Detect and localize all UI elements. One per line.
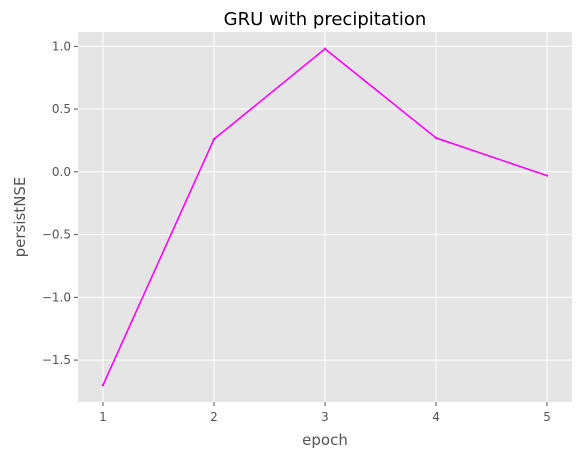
data-point xyxy=(545,174,549,177)
y-tick-label: 0.0 xyxy=(52,165,71,179)
y-tick-label: −0.5 xyxy=(42,228,71,242)
y-tick-label: −1.0 xyxy=(42,290,71,304)
data-point xyxy=(323,47,327,51)
grid xyxy=(78,32,572,402)
data-point xyxy=(212,137,216,141)
y-axis-label: persistNSE xyxy=(11,177,29,258)
x-tick-label: 2 xyxy=(210,410,218,424)
x-tick-label: 3 xyxy=(321,410,329,424)
y-tick-label: −1.5 xyxy=(42,353,71,367)
x-tick-label: 5 xyxy=(543,410,551,424)
chart-title: GRU with precipitation xyxy=(224,9,427,30)
x-tick-label: 1 xyxy=(99,410,107,424)
y-tick-label: 0.5 xyxy=(52,102,71,116)
ticks: 1 2 3 4 5 1.0 0.5 0.0 −0.5 −1.0 −1.5 xyxy=(42,39,551,424)
data-point xyxy=(434,136,438,140)
x-tick-label: 4 xyxy=(432,410,440,424)
data-point xyxy=(101,383,105,387)
y-tick-label: 1.0 xyxy=(52,39,71,53)
x-axis-label: epoch xyxy=(302,431,348,449)
series-layer xyxy=(101,47,549,387)
